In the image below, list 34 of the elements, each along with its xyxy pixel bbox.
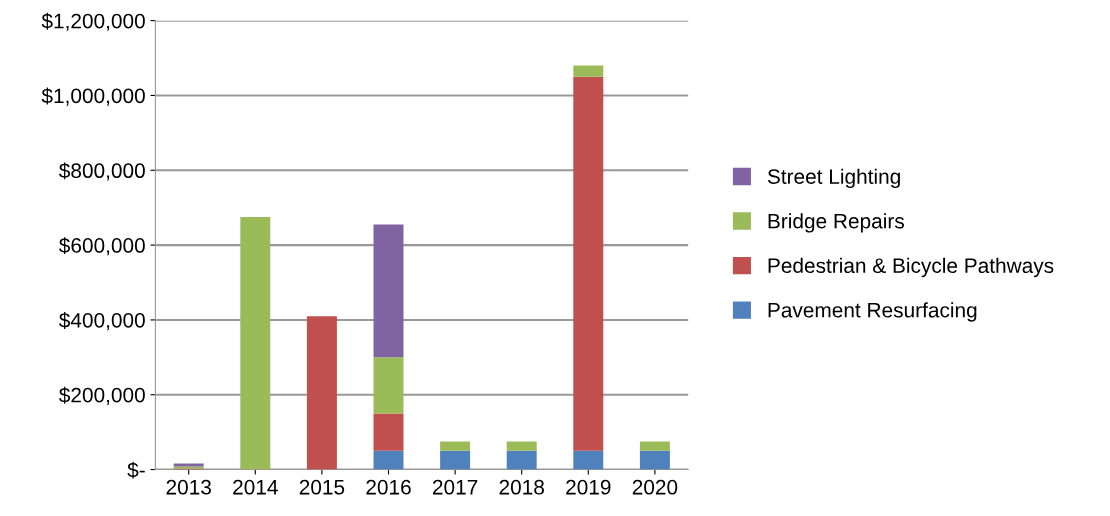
x-tick-label: 2014 xyxy=(233,479,278,495)
y-tick-label: $- xyxy=(127,461,145,479)
y-tick-label: $800,000 xyxy=(59,162,145,181)
bar xyxy=(240,217,271,470)
bar xyxy=(373,224,404,358)
x-tick-label: 2020 xyxy=(632,479,678,495)
x-tick-label: 2016 xyxy=(366,479,411,495)
y-tick-label: $200,000 xyxy=(59,386,145,405)
legend-label: Street Lighting xyxy=(767,168,900,189)
bar xyxy=(573,450,604,470)
bar xyxy=(506,450,537,470)
bar xyxy=(440,441,471,451)
bar xyxy=(373,357,404,414)
y-tick-label: $1,000,000 xyxy=(41,87,145,106)
bar xyxy=(573,65,604,77)
bar xyxy=(506,441,537,451)
bar xyxy=(639,450,670,470)
x-tick-label: 2017 xyxy=(432,479,478,495)
legend-label: Pavement Resurfacing xyxy=(768,302,977,322)
x-tick-label: 2013 xyxy=(166,479,211,495)
x-tick-label: 2018 xyxy=(499,479,544,495)
bar xyxy=(639,441,670,451)
x-tick-label: 2015 xyxy=(299,479,345,495)
bar xyxy=(373,450,404,470)
legend-label: Pedestrian & Bicycle Pathways xyxy=(768,257,1054,278)
bar xyxy=(373,413,404,451)
x-tick-label: 2019 xyxy=(566,479,611,495)
bar xyxy=(440,450,471,470)
y-tick-label: $1,200,000 xyxy=(41,12,145,31)
bar xyxy=(573,76,604,451)
y-tick-label: $400,000 xyxy=(59,312,145,331)
y-tick-label: $600,000 xyxy=(59,237,145,256)
bar xyxy=(306,316,337,470)
legend-label: Bridge Repairs xyxy=(768,213,904,233)
